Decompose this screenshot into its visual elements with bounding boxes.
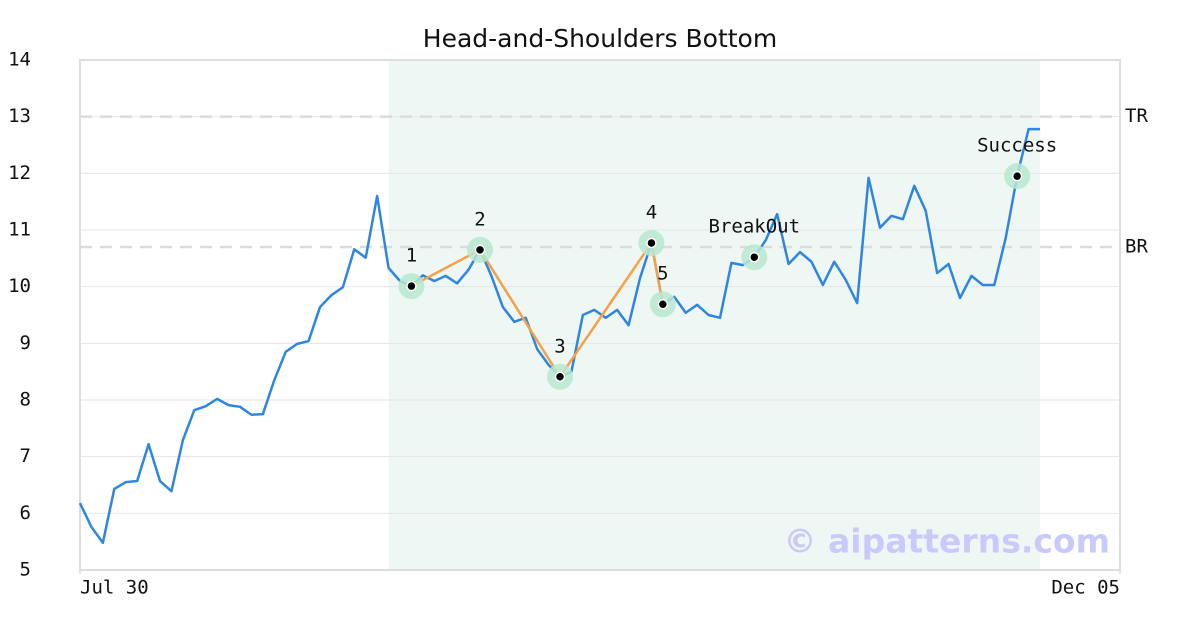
marker-label: BreakOut xyxy=(709,216,801,238)
y-tick-label: 9 xyxy=(20,332,31,354)
marker-label: 4 xyxy=(646,202,657,224)
level-label: TR xyxy=(1125,105,1148,127)
y-tick-label: 12 xyxy=(8,162,31,184)
y-tick-label: 5 xyxy=(20,559,31,581)
level-label: BR xyxy=(1125,236,1148,258)
x-tick-label: Jul 30 xyxy=(80,577,149,599)
y-tick-label: 14 xyxy=(8,49,31,71)
marker-dot xyxy=(749,251,760,263)
plot-frame xyxy=(79,59,1121,571)
marker-dot xyxy=(474,244,486,256)
marker-label: 2 xyxy=(474,208,485,230)
y-tick-label: 10 xyxy=(8,275,31,297)
y-tick-label: 11 xyxy=(8,219,31,241)
x-tick-label: Dec 05 xyxy=(1051,577,1120,599)
y-tick-label: 6 xyxy=(20,502,31,524)
marker-label: 3 xyxy=(554,335,565,357)
marker-dot xyxy=(646,237,657,249)
marker-dot xyxy=(657,298,669,310)
marker-label: Success xyxy=(977,135,1057,157)
marker-dot xyxy=(406,280,417,292)
marker-dot xyxy=(1011,170,1023,182)
y-tick-label: 13 xyxy=(8,105,31,127)
watermark: © aipatterns.com xyxy=(784,522,1110,561)
marker-label: 5 xyxy=(657,263,668,285)
marker-label: 1 xyxy=(406,245,417,267)
marker-dot xyxy=(554,371,566,383)
chart-title: Head-and-Shoulders Bottom xyxy=(423,24,777,53)
y-tick-label: 7 xyxy=(20,445,31,467)
y-tick-label: 8 xyxy=(20,389,31,411)
pattern-region xyxy=(388,60,1041,570)
